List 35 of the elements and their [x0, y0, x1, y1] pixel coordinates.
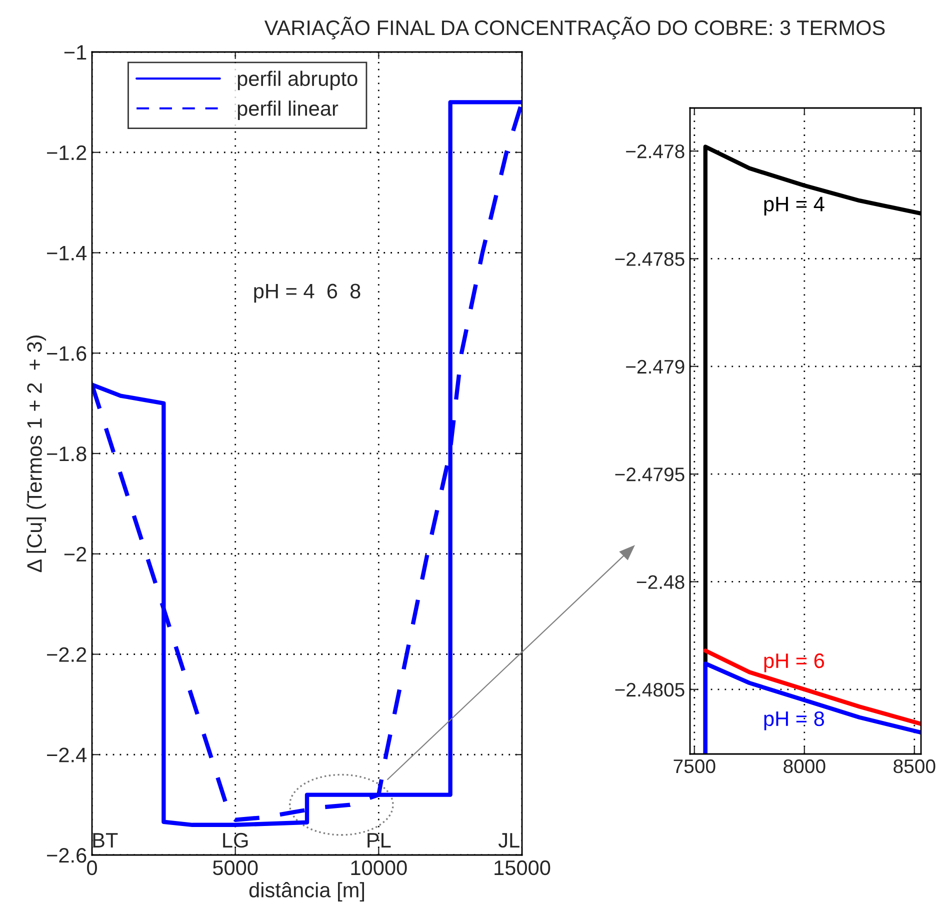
series-label: pH = 4 — [764, 196, 824, 216]
text: VARIAÇÃO FINAL DA CONCENTRAÇÃO DO COBRE: 3 TERMOS — [264, 16, 885, 40]
y-tick-label: −1.2 — [47, 145, 86, 160]
x-tick-label: 8500 — [894, 759, 936, 774]
y-tick-label: −2.4785 — [615, 252, 684, 266]
legend-label: perfil abrupto — [238, 70, 358, 90]
annotation: BT — [93, 833, 118, 848]
annotation: JL — [498, 833, 520, 848]
series-label: pH = 6 — [764, 653, 824, 672]
x-axis-title: distância [m] — [249, 882, 364, 902]
y-tick-label: −1.8 — [47, 446, 86, 462]
y-tick-label: −2 — [64, 546, 86, 562]
y-tick-label: −2.2 — [47, 647, 86, 662]
annotation: pH = 4 6 8 — [254, 284, 360, 303]
annotation: PL — [368, 833, 391, 848]
annotation: LG — [223, 832, 248, 848]
x-tick-label: 0 — [87, 860, 97, 876]
x-tick-label: 10000 — [351, 860, 407, 876]
x-tick-label: 8000 — [784, 759, 826, 774]
y-tick-label: −2.4805 — [615, 682, 684, 697]
y-tick-label: −1.4 — [47, 246, 87, 260]
x-tick-label: 15000 — [494, 860, 550, 876]
y-tick-label: −1.6 — [47, 346, 86, 361]
x-tick-label: 7500 — [674, 759, 716, 774]
y-tick-label: −2.478 — [626, 144, 684, 158]
y-tick-label: −2.48 — [636, 575, 684, 589]
y-tick-label: −1 — [64, 45, 86, 60]
y-tick-label: −2.6 — [47, 848, 86, 863]
legend-label: perfil linear — [238, 100, 338, 120]
series-label: pH = 8 — [764, 711, 824, 730]
y-tick-label: −2.4 — [47, 748, 87, 762]
x-tick-label: 5000 — [212, 860, 258, 876]
y-axis-title: Δ [Cu] (Termos 1 + 2 + 3) — [26, 336, 46, 572]
y-tick-label: −2.4795 — [615, 468, 684, 482]
y-tick-label: −2.479 — [626, 360, 684, 374]
